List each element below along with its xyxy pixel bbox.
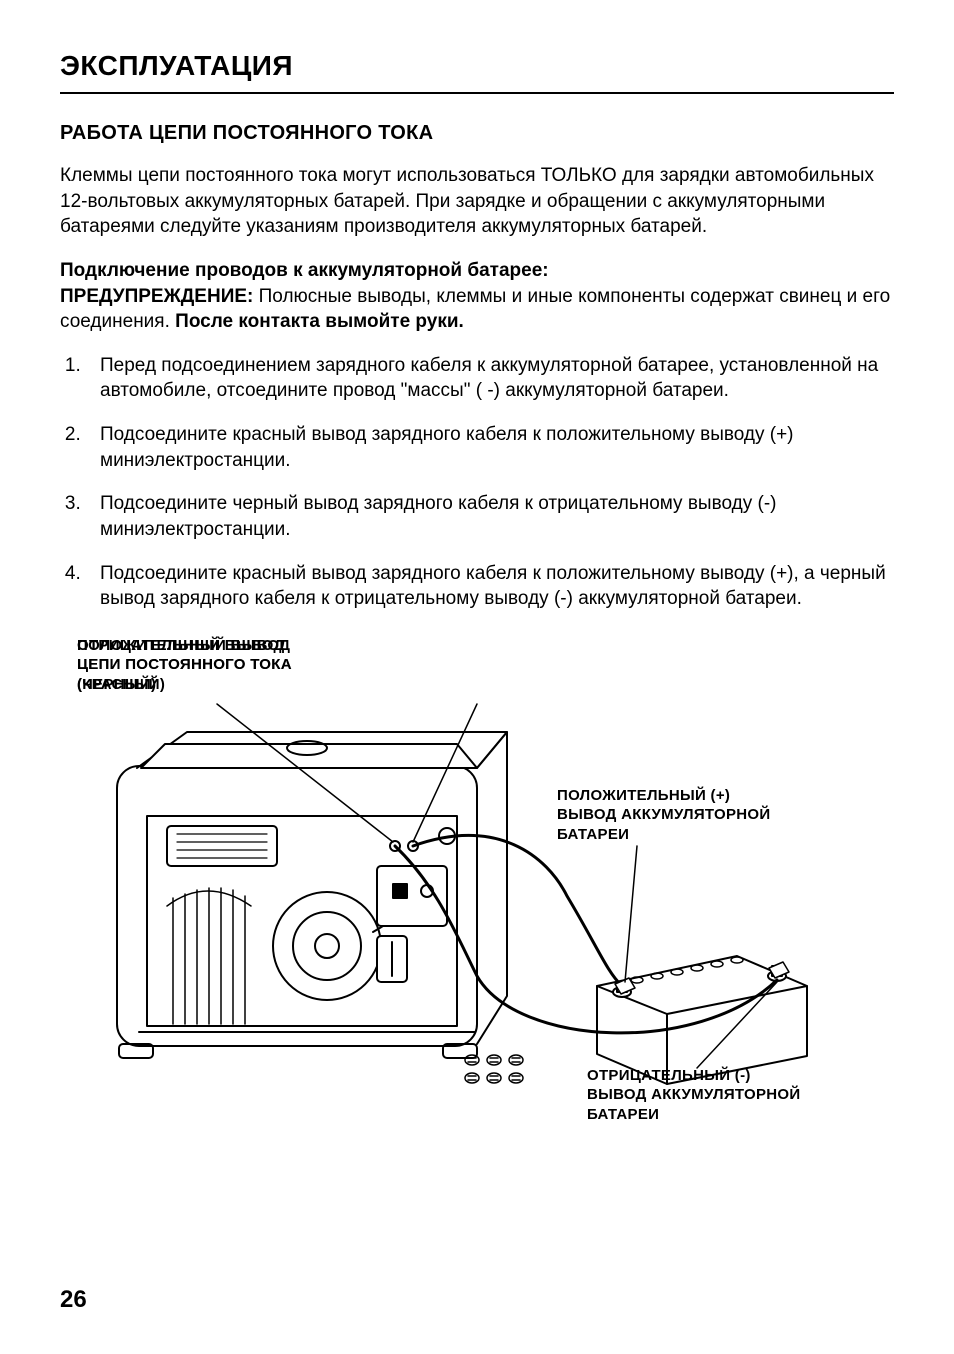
label-line: ВЫВОД АККУМУЛЯТОРНОЙ [557,806,770,823]
intro-paragraph: Клеммы цепи постоянного тока могут испол… [60,163,894,240]
label-line: ПОЛОЖИТЕЛЬНЫЙ (+) [557,787,730,804]
page-number: 26 [60,1286,87,1314]
label-line: БАТАРЕИ [587,1106,659,1123]
label-line: ПОЛОЖИТЕЛЬНЫЙ ВЫВОД [77,637,290,654]
connect-heading: Подключение проводов к аккумуляторной ба… [60,260,549,281]
page: ЭКСПЛУАТАЦИЯ РАБОТА ЦЕПИ ПОСТОЯННОГО ТОК… [0,0,954,1354]
step-item: Перед подсоединением зарядного кабеля к … [86,353,894,404]
label-line: БАТАРЕИ [557,826,629,843]
label-line: ЦЕПИ ПОСТОЯННОГО ТОКА [77,656,292,673]
label-neg-batt: ОТРИЦАТЕЛЬНЫЙ (-) ВЫВОД АККУМУЛЯТОРНОЙ Б… [587,1066,800,1125]
label-line: ВЫВОД АККУМУЛЯТОРНОЙ [587,1086,800,1103]
steps-list: Перед подсоединением зарядного кабеля к … [60,353,894,612]
step-item: Подсоедините красный вывод зарядного каб… [86,561,894,612]
label-pos-dc: ПОЛОЖИТЕЛЬНЫЙ ВЫВОД ЦЕПИ ПОСТОЯННОГО ТОК… [77,636,292,695]
warning-label: ПРЕДУПРЕЖДЕНИЕ: [60,286,253,307]
connect-paragraph: Подключение проводов к аккумуляторной ба… [60,258,894,335]
warning-text-2: После контакта вымойте руки. [175,311,464,332]
sub-title: РАБОТА ЦЕПИ ПОСТОЯННОГО ТОКА [60,122,894,145]
label-line: ОТРИЦАТЕЛЬНЫЙ (-) [587,1067,751,1084]
horizontal-rule [60,92,894,94]
label-line: (КРАСНЫЙ) [77,676,165,693]
section-title: ЭКСПЛУАТАЦИЯ [60,50,894,82]
label-pos-batt: ПОЛОЖИТЕЛЬНЫЙ (+) ВЫВОД АККУМУЛЯТОРНОЙ Б… [557,786,770,845]
step-item: Подсоедините красный вывод зарядного каб… [86,422,894,473]
step-item: Подсоедините черный вывод зарядного кабе… [86,491,894,542]
diagram: ОТРИЦАТЕЛЬНЫЙ ВЫВОД ЦЕПИ ПОСТОЯННОГО ТОК… [77,636,877,1156]
